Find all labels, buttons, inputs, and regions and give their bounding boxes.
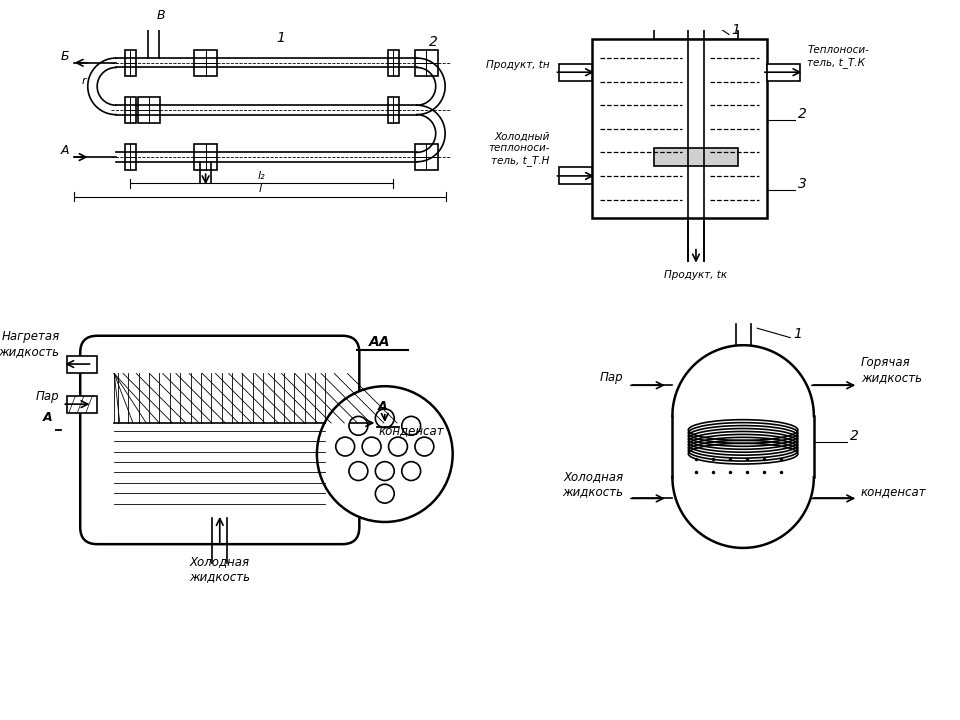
Text: l: l [258,184,261,194]
Text: Пар: Пар [600,372,623,384]
Text: Продукт, tк: Продукт, tк [664,270,728,280]
Text: 3: 3 [798,177,806,192]
Bar [67,356,97,372]
Circle shape [375,409,395,428]
Circle shape [375,485,395,503]
Text: Продукт, tн: Продукт, tн [486,60,550,71]
FancyBboxPatch shape [81,336,359,544]
Text: r: r [82,76,85,86]
Bar [125,50,136,76]
Text: Холодный
теплоноси-
тель, t_Т.Н: Холодный теплоноси- тель, t_Т.Н [489,132,550,166]
Bar [388,96,399,123]
Circle shape [336,437,354,456]
Text: А: А [60,144,69,157]
Circle shape [375,462,395,480]
Circle shape [348,416,368,436]
Bar [767,63,800,81]
Bar [137,96,160,123]
Text: Холодная
жидкость: Холодная жидкость [563,469,623,498]
Text: 2: 2 [850,429,858,443]
Bar [560,168,592,184]
Text: Пар: Пар [36,390,60,403]
Bar [415,50,438,76]
Text: Горячая
жидкость: Горячая жидкость [861,356,922,384]
Bar [654,148,738,166]
Text: АА: АА [370,335,391,348]
Polygon shape [114,374,325,423]
Text: Теплоноси-
тель, t_Т.К: Теплоноси- тель, t_Т.К [807,45,869,68]
Bar [592,39,767,218]
Bar [343,415,372,431]
Text: 1: 1 [793,327,802,341]
Circle shape [348,462,368,480]
Circle shape [317,386,453,522]
Text: Б: Б [60,50,69,63]
Circle shape [402,416,420,436]
Text: конденсат: конденсат [378,424,444,437]
Text: 2: 2 [429,35,438,49]
Circle shape [362,437,381,456]
Bar [125,144,136,170]
Circle shape [389,437,407,456]
Text: конденсат: конденсат [861,485,926,498]
Bar [194,50,217,76]
Text: 1: 1 [276,31,285,45]
Bar [388,50,399,76]
Text: B: B [156,9,165,22]
Bar [654,11,738,39]
Text: 1: 1 [732,24,741,37]
Text: А: А [42,411,52,424]
Text: Нагретая
жидкость: Нагретая жидкость [0,330,60,358]
Bar [560,63,592,81]
Bar [194,144,217,170]
Text: l₂: l₂ [258,171,266,181]
Circle shape [415,437,434,456]
Text: А: А [378,400,388,413]
Bar [67,395,97,413]
Bar [415,144,438,170]
Circle shape [402,462,420,480]
Text: 2: 2 [798,107,806,121]
Bar [125,96,136,123]
Text: Холодная
жидкость: Холодная жидкость [189,555,251,583]
